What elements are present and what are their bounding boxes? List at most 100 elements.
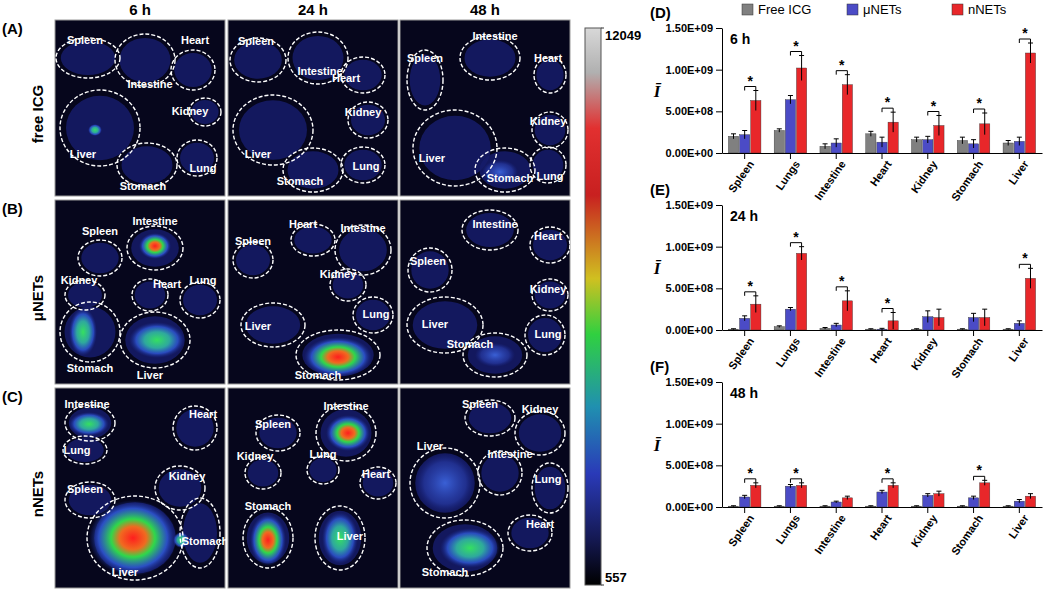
organ-label: Heart (534, 230, 562, 242)
bar (866, 329, 876, 330)
significance-star: * (839, 273, 845, 289)
organ-label: Heart (534, 52, 562, 64)
legend-label: Free ICG (758, 2, 811, 17)
organ-label: Liver (245, 148, 272, 160)
error-bar-cap (1006, 505, 1011, 506)
error-bar-cap (868, 131, 873, 132)
error-bar-cap (880, 490, 885, 491)
y-tick-label: 1.50E+09 (666, 22, 713, 34)
y-tick-label: 0.00E+00 (666, 147, 713, 159)
y-axis-title: Ī (653, 436, 662, 455)
fluorescence-signal (440, 528, 500, 568)
plot-marks (728, 480, 1035, 507)
error-bar (938, 309, 939, 326)
image-background (55, 200, 225, 384)
bar (877, 329, 887, 330)
bar-chart: 0.00E+005.00E+081.00E+091.50E+09SpleenLu… (650, 2, 1043, 203)
organ-tissue (248, 459, 279, 486)
bar (774, 506, 784, 507)
organ-tissue (536, 60, 563, 91)
x-tick: Kidney (909, 330, 940, 372)
bar (785, 486, 795, 507)
organ-label: Liver (419, 152, 446, 164)
fluorescence-signal (88, 124, 102, 136)
x-tick: Stomach (949, 507, 986, 557)
error-bar-cap (823, 327, 828, 328)
panel-label: (F) (650, 358, 669, 375)
organ-label: Liver (417, 440, 444, 452)
error-bar (836, 139, 837, 147)
organ-outline (315, 506, 365, 570)
organ-tissue (69, 408, 112, 439)
organ-label: Kidney (530, 115, 568, 127)
y-tick-label: 0.00E+00 (666, 324, 713, 336)
x-tick-label: Spleen (726, 512, 757, 549)
organ-label: Spleen (407, 52, 443, 64)
error-bar-cap (960, 505, 965, 506)
chart-title: 24 h (730, 208, 758, 224)
organ-label: Spleen (410, 255, 446, 267)
organ-tissue (125, 316, 185, 364)
y-tick-mark (716, 111, 722, 112)
organ-outline (475, 148, 535, 192)
organ-outline (462, 210, 518, 250)
y-tick: 1.50E+09 (666, 22, 722, 34)
fluorescence-signal (69, 412, 109, 436)
organ-tissue (356, 300, 390, 331)
bar (957, 329, 967, 330)
organ-tissue (61, 41, 115, 75)
column-title: 6 h (129, 1, 151, 18)
x-tick: Spleen (726, 507, 757, 549)
error-bar (744, 316, 745, 321)
x-tick: Lungs (773, 507, 802, 546)
y-tick-label: 1.50E+09 (666, 199, 713, 211)
error-bar-cap (925, 493, 930, 494)
image-content (243, 405, 396, 570)
x-tick-label: Liver (1006, 158, 1031, 187)
error-bar-cap (880, 137, 885, 138)
organ-label: Spleen (255, 418, 291, 430)
organ-label: Intestine (127, 78, 172, 90)
fluorescence-signal (69, 308, 97, 356)
organ-outline (177, 140, 217, 176)
organ-label: Liver (245, 320, 272, 332)
legend: Free ICGμNETsnNETs (742, 2, 1007, 17)
error-bar-cap (788, 484, 793, 485)
bar (785, 100, 795, 153)
organ-tissue (174, 53, 211, 87)
error-bar-cap (777, 128, 782, 129)
fluorescence-signal (415, 453, 475, 513)
y-tick-label: 1.00E+09 (666, 241, 713, 253)
x-tick-mark (927, 330, 928, 336)
error-bar (1008, 141, 1009, 146)
bar (820, 506, 830, 507)
error-bar-cap (868, 505, 873, 506)
significance-star: * (793, 229, 799, 245)
x-tick: Heart (868, 153, 894, 188)
image-content (230, 32, 388, 192)
error-bar (755, 296, 756, 313)
y-tick: 1.00E+09 (666, 64, 722, 76)
x-tick-label: Spleen (726, 158, 757, 195)
y-tick-mark (716, 382, 722, 383)
organ-outline (408, 248, 452, 292)
colorbar-tick-label: 557 (605, 570, 627, 585)
organ-label: Liver (70, 148, 97, 160)
fluorescence-signal (89, 500, 177, 576)
axis-line (722, 383, 723, 508)
organ-outline (353, 297, 393, 333)
x-tick-mark (744, 330, 745, 336)
error-bar (733, 134, 734, 139)
organ-tissue (239, 100, 307, 160)
error-bar-cap (777, 325, 782, 326)
bar (877, 492, 887, 507)
panel-label: (E) (650, 181, 670, 198)
error-bar (973, 313, 974, 321)
error-bar (1030, 43, 1031, 63)
organ-outline (530, 227, 570, 263)
error-bar-cap (914, 137, 919, 138)
error-bar-cap (845, 496, 850, 497)
organ-tissue (294, 226, 331, 253)
error-bar (916, 137, 917, 142)
significance-star: * (748, 278, 754, 294)
